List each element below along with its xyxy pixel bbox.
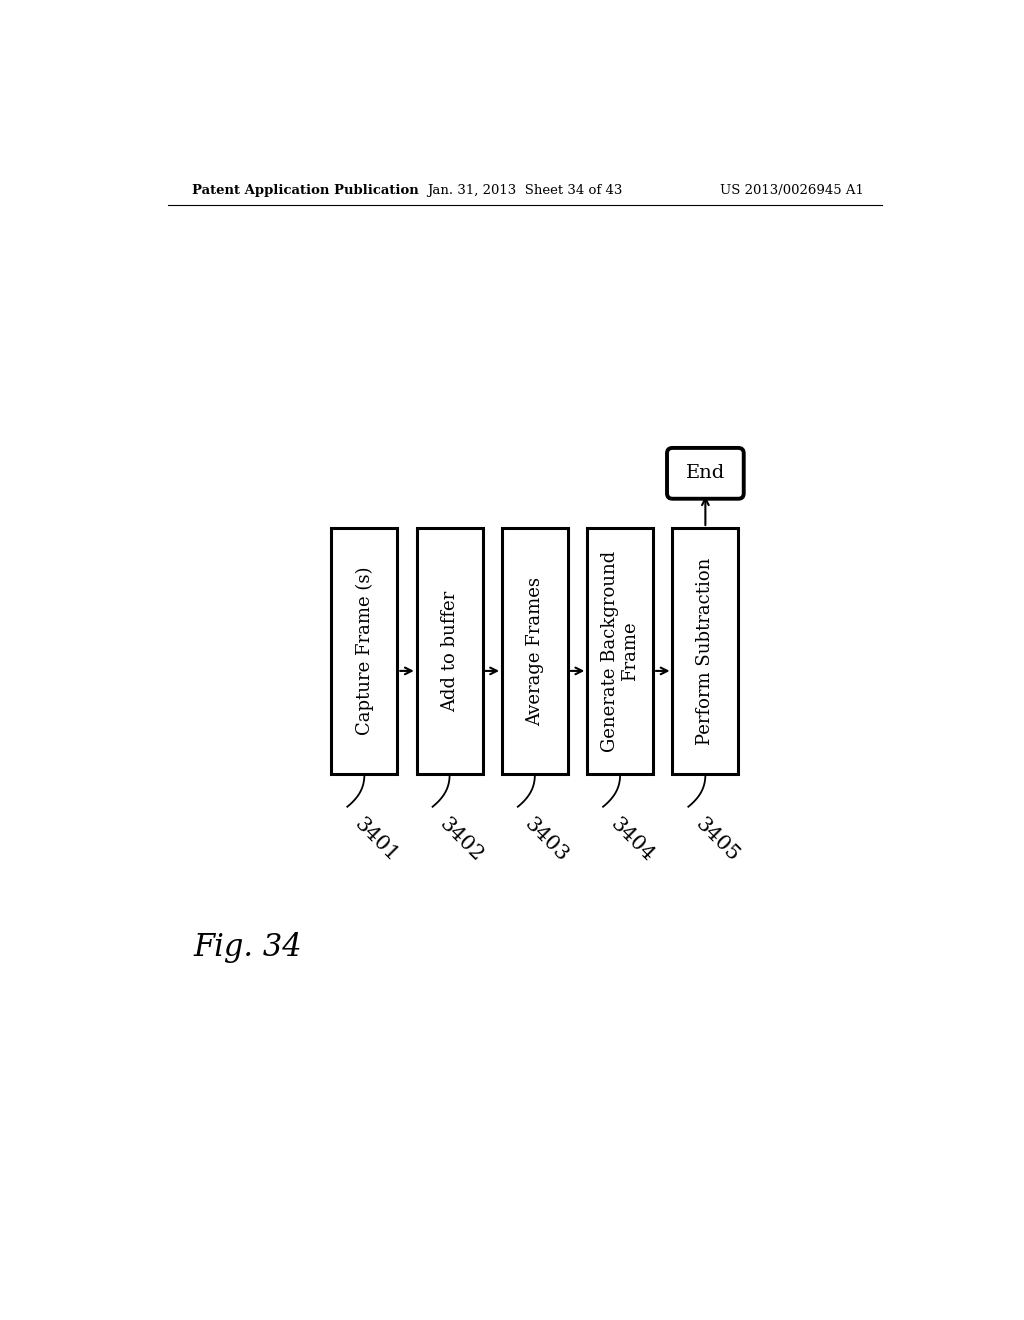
FancyBboxPatch shape	[332, 528, 397, 775]
Text: Add to buffer: Add to buffer	[440, 590, 459, 711]
FancyBboxPatch shape	[417, 528, 482, 775]
Text: 3401: 3401	[350, 814, 401, 866]
Text: 3404: 3404	[606, 814, 657, 866]
FancyBboxPatch shape	[673, 528, 738, 775]
Text: Generate Background
Frame: Generate Background Frame	[601, 550, 640, 752]
FancyBboxPatch shape	[502, 528, 568, 775]
Text: 3403: 3403	[521, 814, 572, 866]
Text: Jan. 31, 2013  Sheet 34 of 43: Jan. 31, 2013 Sheet 34 of 43	[427, 185, 623, 197]
Text: Patent Application Publication: Patent Application Publication	[193, 185, 419, 197]
Text: Perform Subtraction: Perform Subtraction	[696, 557, 715, 744]
FancyBboxPatch shape	[587, 528, 653, 775]
Text: Capture Frame (s): Capture Frame (s)	[355, 568, 374, 735]
FancyBboxPatch shape	[667, 447, 743, 499]
Text: End: End	[686, 465, 725, 482]
Text: Average Frames: Average Frames	[526, 577, 544, 726]
Text: 3405: 3405	[691, 814, 742, 866]
Text: 3402: 3402	[435, 814, 486, 866]
Text: Fig. 34: Fig. 34	[194, 932, 302, 964]
Text: US 2013/0026945 A1: US 2013/0026945 A1	[720, 185, 864, 197]
